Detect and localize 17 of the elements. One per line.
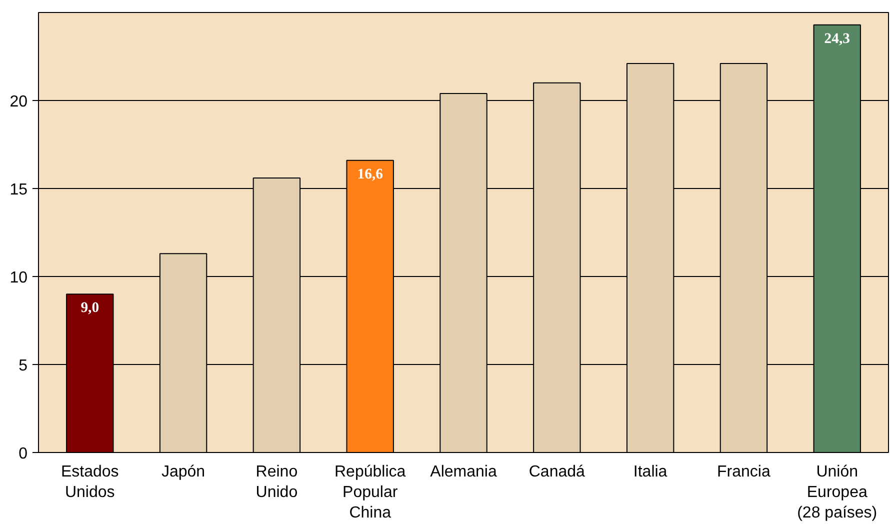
x-tick-label: Alemania [430,464,497,480]
y-tick-label: 20 [10,94,28,110]
y-tick-label: 0 [18,446,28,462]
x-tick-label: Reino Unido [256,464,298,501]
x-tick-label: Italia [633,464,668,480]
y-tick-label: 5 [18,358,28,374]
x-tick-label: Unión Europea (28 países) [797,464,878,522]
y-tick-label: 15 [10,182,28,198]
x-tick-label: Japón [161,464,206,480]
x-tick-label: Francia [717,464,770,480]
x-tick-label: Estados Unidos [60,464,119,501]
y-tick-label: 10 [10,270,28,286]
x-tick-label: República Popular China [334,464,406,522]
data-label: 16,6 [357,166,383,182]
x-tick-label: Canadá [528,464,586,480]
data-label: 24,3 [824,30,850,47]
data-label: 9,0 [80,300,100,316]
